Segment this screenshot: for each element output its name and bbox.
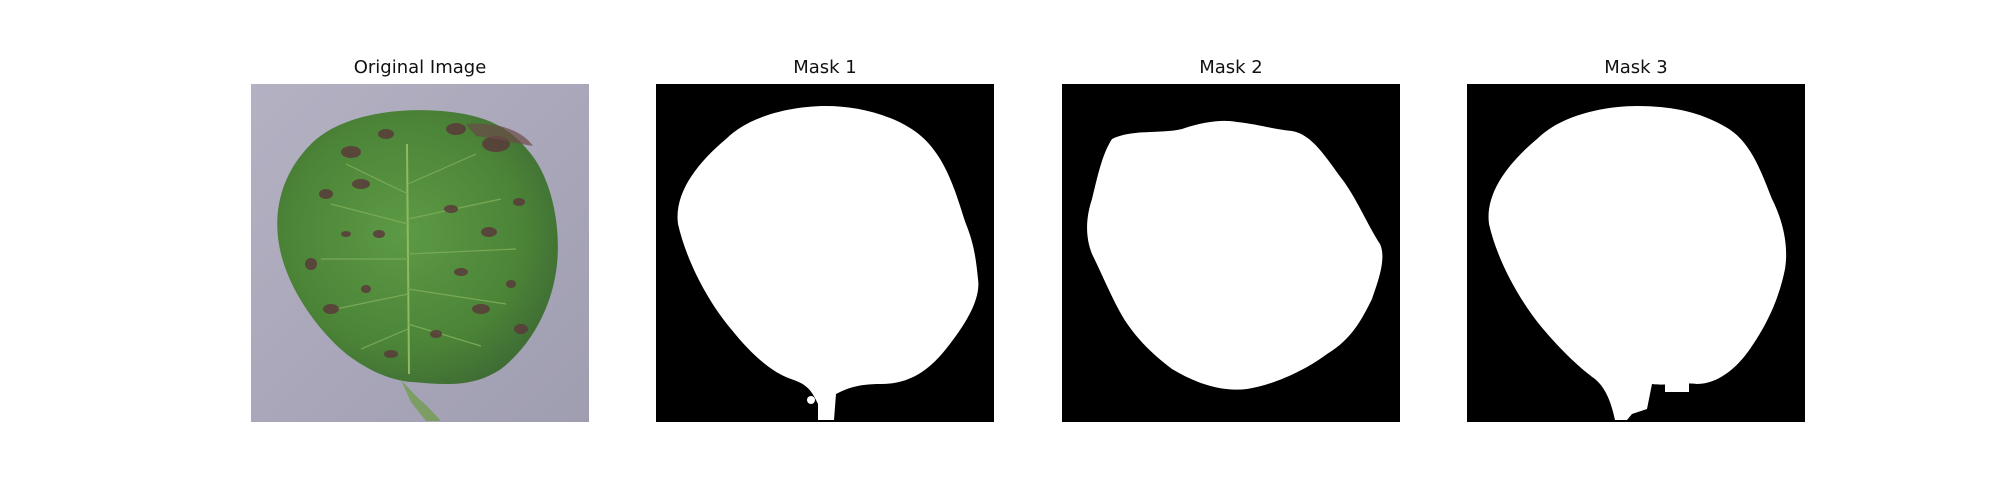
panel-title-mask-2: Mask 2 <box>1062 56 1400 80</box>
leaf-photo <box>251 84 589 422</box>
mask-1-image <box>656 84 994 422</box>
mask-2-image <box>1062 84 1400 422</box>
panel-title-mask-1: Mask 1 <box>656 56 994 80</box>
panel-title-mask-3: Mask 3 <box>1467 56 1805 80</box>
mask-3-image <box>1467 84 1805 422</box>
panel-title-original: Original Image <box>251 56 589 80</box>
